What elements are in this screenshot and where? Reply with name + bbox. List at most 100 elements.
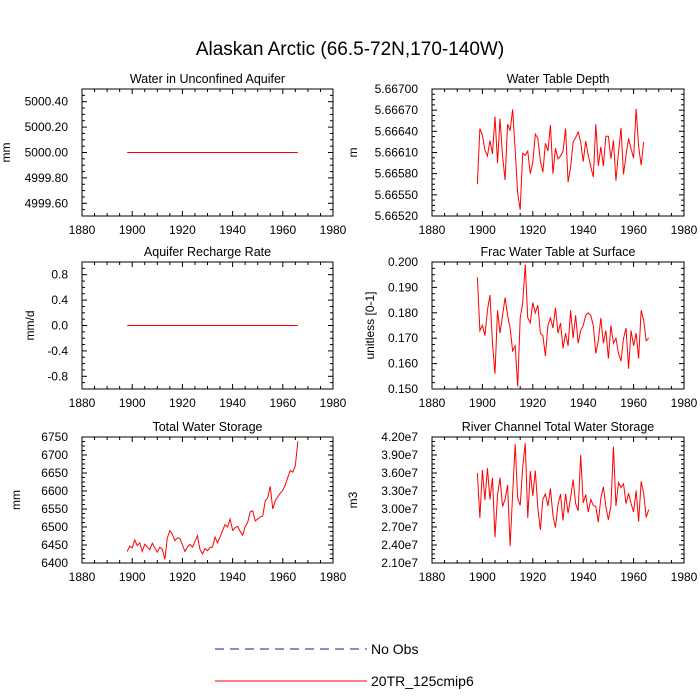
x-tick-label: 1940 <box>219 223 246 237</box>
y-tick-label: 6650 <box>41 466 68 480</box>
y-tick-label: 0.190 <box>388 280 418 294</box>
y-tick-label: 6550 <box>41 502 68 516</box>
y-tick-label: 3.60e7 <box>381 466 418 480</box>
x-tick-label: 1900 <box>469 223 496 237</box>
x-tick-label: 1900 <box>469 396 496 410</box>
x-tick-label: 1960 <box>620 570 647 584</box>
x-tick-label: 1880 <box>419 396 446 410</box>
x-tick-label: 1880 <box>69 570 96 584</box>
y-tick-label: 6450 <box>41 538 68 552</box>
y-tick-label: 5000.20 <box>25 120 69 134</box>
x-tick-label: 1920 <box>519 223 546 237</box>
y-tick-label: 0.200 <box>388 255 418 269</box>
x-tick-label: 1920 <box>169 223 196 237</box>
x-tick-label: 1960 <box>269 223 296 237</box>
y-tick-label: 0.170 <box>388 331 418 345</box>
x-tick-label: 1980 <box>671 223 698 237</box>
y-tick-label: 3.30e7 <box>381 484 418 498</box>
y-tick-label: 6600 <box>41 484 68 498</box>
x-tick-label: 1940 <box>570 570 597 584</box>
x-tick-label: 1940 <box>219 570 246 584</box>
x-tick-label: 1960 <box>269 396 296 410</box>
x-tick-label: 1880 <box>69 396 96 410</box>
plot-frame <box>431 261 685 390</box>
y-tick-label: 2.40e7 <box>381 538 418 552</box>
panel-title: Total Water Storage <box>152 420 262 434</box>
y-tick-label: 6700 <box>41 448 68 462</box>
panel-water-table-depth: Water Table Depth 1880 1900 1920 1940 1960 198… <box>346 72 698 237</box>
y-tick-label: 5.66640 <box>375 124 419 138</box>
x-tick-label: 1880 <box>69 223 96 237</box>
panel-title: River Channel Total Water Storage <box>462 420 655 434</box>
x-tick-label: 1940 <box>570 223 597 237</box>
y-tick-label: 5.66580 <box>375 167 419 181</box>
x-tick-label: 1980 <box>671 396 698 410</box>
y-tick-label: 4999.60 <box>25 196 69 210</box>
panel-river-channel-total-water-storage: River Channel Total Water Storage 1880 190… <box>346 420 698 584</box>
y-axis-label: mm <box>0 143 13 163</box>
x-tick-label: 1980 <box>320 396 347 410</box>
panel-total-water-storage: Total Water Storage 1880 1900 1920 1940 1960 1… <box>9 420 347 584</box>
plot-frame <box>431 436 685 564</box>
y-axis-label: m <box>346 148 360 158</box>
y-tick-label: 0.160 <box>388 357 418 371</box>
legend-label-no-obs: No Obs <box>371 641 418 657</box>
y-tick-label: 0.150 <box>388 382 418 396</box>
y-tick-label: 3.90e7 <box>381 448 418 462</box>
panel-title: Frac Water Table at Surface <box>481 245 636 259</box>
x-tick-label: 1920 <box>519 396 546 410</box>
y-tick-label: 5.66550 <box>375 188 419 202</box>
x-tick-label: 1980 <box>320 223 347 237</box>
y-tick-label: 0.8 <box>51 268 68 282</box>
x-tick-label: 1980 <box>671 570 698 584</box>
x-tick-label: 1920 <box>169 570 196 584</box>
series-line-20tr-125cmip6 <box>476 442 650 547</box>
y-tick-label: 0.4 <box>51 293 68 307</box>
y-axis-label: mm/d <box>23 311 37 341</box>
y-tick-label: 3.00e7 <box>381 502 418 516</box>
x-tick-label: 1940 <box>570 396 597 410</box>
panel-water-in-unconfined-aquifer: Water in Unconfined Aquifer 1880 1900 1920 1… <box>0 72 347 237</box>
x-tick-label: 1960 <box>620 223 647 237</box>
panel-frac-water-table-at-surface: Frac Water Table at Surface 1880 1900 1920 1… <box>363 245 698 410</box>
y-tick-label: 6750 <box>41 430 68 444</box>
y-tick-label: -0.8 <box>47 369 68 383</box>
x-tick-label: 1920 <box>169 396 196 410</box>
y-tick-label: 6400 <box>41 556 68 570</box>
panel-aquifer-recharge-rate: Aquifer Recharge Rate 1880 1900 1920 1940 196… <box>23 245 347 410</box>
x-tick-label: 1960 <box>269 570 296 584</box>
y-axis-label: unitless [0-1] <box>363 291 377 359</box>
panel-title: Aquifer Recharge Rate <box>144 245 271 259</box>
legend-label-20tr-125cmip6: 20TR_125cmip6 <box>371 673 474 689</box>
x-tick-label: 1900 <box>469 570 496 584</box>
y-tick-label: 5.66700 <box>375 82 419 96</box>
x-tick-label: 1900 <box>119 396 146 410</box>
x-tick-label: 1960 <box>620 396 647 410</box>
series-line-20tr-125cmip6 <box>476 108 645 210</box>
x-tick-label: 1920 <box>519 570 546 584</box>
legend: No Obs 20TR_125cmip6 <box>215 641 474 689</box>
y-tick-label: 4.20e7 <box>381 430 418 444</box>
figure-title: Alaskan Arctic (66.5-72N,170-140W) <box>196 39 504 60</box>
x-tick-label: 1880 <box>419 223 446 237</box>
x-tick-label: 1980 <box>320 570 347 584</box>
x-tick-label: 1900 <box>119 223 146 237</box>
y-tick-label: 4999.80 <box>25 171 69 185</box>
plot-frame <box>81 436 334 564</box>
series-line-20tr-125cmip6 <box>126 441 299 560</box>
y-tick-label: 6500 <box>41 520 68 534</box>
y-tick-label: 5000.00 <box>25 146 69 160</box>
y-tick-label: 0.0 <box>51 319 68 333</box>
y-tick-label: -0.4 <box>47 344 68 358</box>
y-tick-label: 5.66670 <box>375 103 419 117</box>
y-tick-label: 2.70e7 <box>381 520 418 534</box>
plot-frame <box>431 88 685 217</box>
panel-title: Water Table Depth <box>507 72 610 86</box>
y-tick-label: 0.180 <box>388 306 418 320</box>
panel-title: Water in Unconfined Aquifer <box>130 72 285 86</box>
x-tick-label: 1880 <box>419 570 446 584</box>
x-tick-label: 1900 <box>119 570 146 584</box>
y-tick-label: 5000.40 <box>25 95 69 109</box>
x-tick-label: 1940 <box>219 396 246 410</box>
